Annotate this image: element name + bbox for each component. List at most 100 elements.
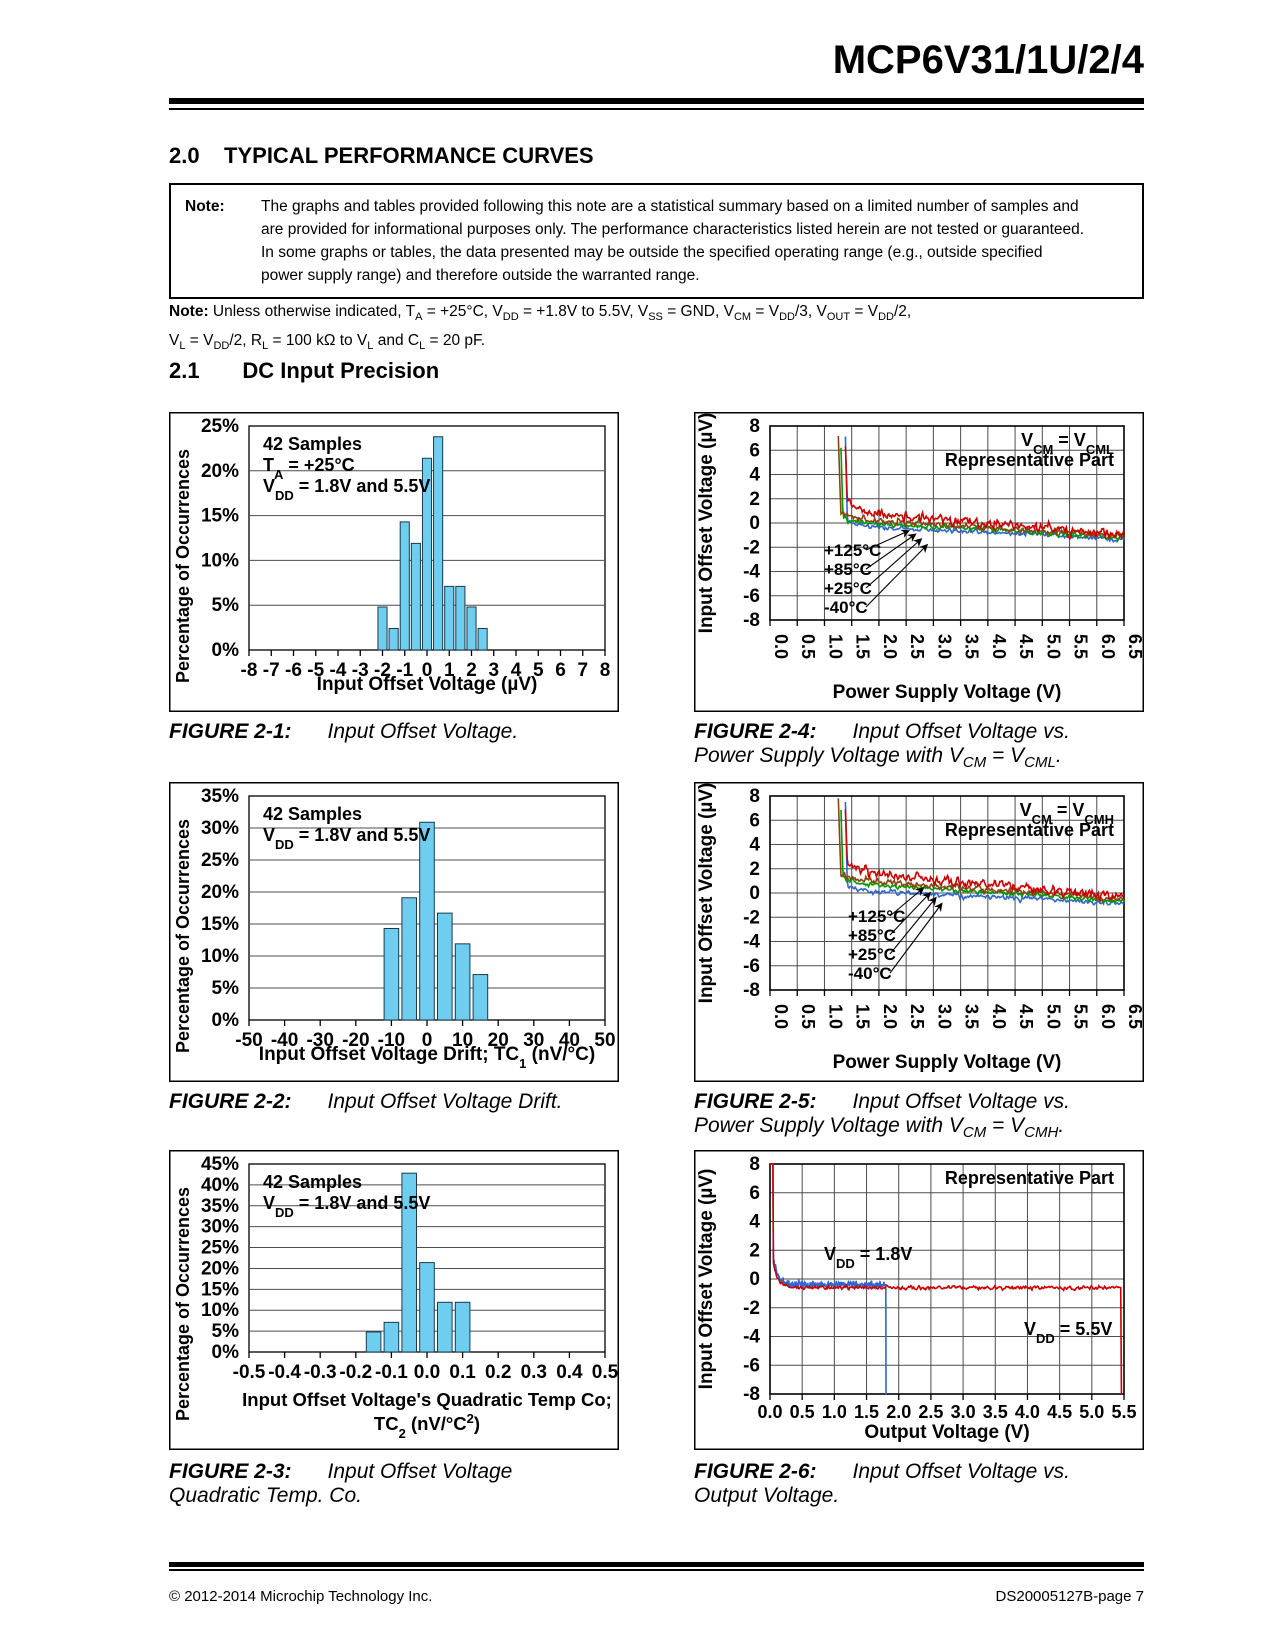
svg-text:4.0: 4.0 bbox=[989, 634, 1009, 659]
svg-text:-2: -2 bbox=[743, 907, 760, 928]
svg-text:0.5: 0.5 bbox=[790, 1402, 815, 1422]
svg-text:3.0: 3.0 bbox=[951, 1402, 976, 1422]
svg-text:30%: 30% bbox=[201, 1217, 239, 1238]
svg-text:8: 8 bbox=[749, 416, 760, 437]
svg-text:+85°C: +85°C bbox=[848, 926, 896, 945]
svg-text:2.0: 2.0 bbox=[886, 1402, 911, 1422]
svg-text:15%: 15% bbox=[201, 914, 239, 935]
svg-text:6: 6 bbox=[749, 440, 760, 461]
svg-text:4.0: 4.0 bbox=[989, 1004, 1009, 1029]
svg-text:4: 4 bbox=[749, 1212, 760, 1233]
svg-text:-40°C: -40°C bbox=[848, 964, 892, 983]
svg-text:6.5: 6.5 bbox=[1125, 1004, 1144, 1029]
svg-text:-0.5: -0.5 bbox=[233, 1362, 266, 1383]
svg-text:+125°C: +125°C bbox=[824, 541, 881, 560]
svg-text:0%: 0% bbox=[212, 1342, 240, 1363]
svg-text:Input Offset Voltage (µV): Input Offset Voltage (µV) bbox=[696, 783, 717, 1004]
svg-text:-2: -2 bbox=[743, 1298, 760, 1319]
svg-text:1.0: 1.0 bbox=[825, 1004, 845, 1029]
svg-text:2: 2 bbox=[749, 1240, 760, 1261]
svg-text:-4: -4 bbox=[743, 1327, 760, 1348]
svg-text:50: 50 bbox=[594, 1030, 615, 1051]
svg-text:+25°C: +25°C bbox=[824, 579, 872, 598]
svg-text:35%: 35% bbox=[201, 1196, 239, 1217]
svg-text:0.0: 0.0 bbox=[414, 1362, 440, 1383]
svg-text:1.0: 1.0 bbox=[822, 1402, 847, 1422]
svg-text:0: 0 bbox=[749, 1269, 760, 1290]
svg-text:2.5: 2.5 bbox=[918, 1402, 943, 1422]
svg-text:8: 8 bbox=[600, 660, 611, 681]
svg-text:0.0: 0.0 bbox=[771, 634, 791, 659]
svg-text:0: 0 bbox=[749, 513, 760, 534]
svg-text:2.5: 2.5 bbox=[907, 634, 927, 659]
svg-text:0: 0 bbox=[749, 883, 760, 904]
svg-text:8: 8 bbox=[749, 786, 760, 807]
svg-text:5%: 5% bbox=[212, 1321, 240, 1342]
svg-text:5.0: 5.0 bbox=[1079, 1402, 1104, 1422]
svg-text:0.5: 0.5 bbox=[798, 634, 818, 659]
svg-text:20%: 20% bbox=[201, 882, 239, 903]
svg-text:10%: 10% bbox=[201, 550, 239, 571]
svg-text:15%: 15% bbox=[201, 506, 239, 527]
svg-text:+85°C: +85°C bbox=[824, 560, 872, 579]
svg-text:-6: -6 bbox=[743, 1355, 760, 1376]
svg-text:42 Samples: 42 Samples bbox=[263, 434, 362, 454]
svg-text:-4: -4 bbox=[743, 562, 760, 583]
svg-text:-8: -8 bbox=[241, 660, 258, 681]
svg-text:7: 7 bbox=[577, 660, 588, 681]
svg-text:5%: 5% bbox=[212, 595, 240, 616]
svg-text:Percentage of Occurrences: Percentage of Occurrences bbox=[173, 449, 193, 683]
svg-text:-6: -6 bbox=[285, 660, 302, 681]
svg-text:1.5: 1.5 bbox=[853, 634, 873, 659]
svg-text:0.0: 0.0 bbox=[757, 1402, 782, 1422]
svg-text:10%: 10% bbox=[201, 1300, 239, 1321]
svg-text:-2: -2 bbox=[743, 537, 760, 558]
svg-text:1.5: 1.5 bbox=[853, 1004, 873, 1029]
svg-text:Representative Part: Representative Part bbox=[945, 450, 1114, 470]
svg-text:4.0: 4.0 bbox=[1015, 1402, 1040, 1422]
svg-text:5.5: 5.5 bbox=[1111, 1402, 1136, 1422]
svg-text:0.2: 0.2 bbox=[485, 1362, 511, 1383]
svg-text:-0.4: -0.4 bbox=[268, 1362, 301, 1383]
svg-text:2.0: 2.0 bbox=[880, 1004, 900, 1029]
svg-text:Input Offset Voltage (µV): Input Offset Voltage (µV) bbox=[696, 413, 717, 634]
svg-text:5.0: 5.0 bbox=[1043, 634, 1063, 659]
svg-text:0.4: 0.4 bbox=[556, 1362, 583, 1383]
svg-text:3.0: 3.0 bbox=[934, 634, 954, 659]
svg-text:Percentage of Occurrences: Percentage of Occurrences bbox=[173, 819, 193, 1053]
svg-text:1.5: 1.5 bbox=[854, 1402, 879, 1422]
svg-text:Input Offset Voltage (µV): Input Offset Voltage (µV) bbox=[317, 674, 538, 695]
svg-text:0.1: 0.1 bbox=[449, 1362, 476, 1383]
svg-text:0.5: 0.5 bbox=[592, 1362, 619, 1383]
svg-text:42 Samples: 42 Samples bbox=[263, 804, 362, 824]
svg-text:Input Offset Voltage's Quadrat: Input Offset Voltage's Quadratic Temp Co… bbox=[242, 1389, 612, 1410]
svg-text:0.0: 0.0 bbox=[771, 1004, 791, 1029]
svg-text:2.5: 2.5 bbox=[907, 1004, 927, 1029]
svg-text:0%: 0% bbox=[212, 640, 240, 661]
svg-text:6: 6 bbox=[555, 660, 566, 681]
svg-text:2: 2 bbox=[749, 859, 760, 880]
svg-text:6.0: 6.0 bbox=[1098, 1004, 1118, 1029]
svg-text:Input Offset Voltage (µV): Input Offset Voltage (µV) bbox=[696, 1169, 717, 1390]
svg-text:-4: -4 bbox=[743, 932, 760, 953]
svg-text:-8: -8 bbox=[743, 980, 760, 1001]
svg-text:+25°C: +25°C bbox=[848, 945, 896, 964]
svg-text:5%: 5% bbox=[212, 978, 240, 999]
svg-text:3.5: 3.5 bbox=[962, 1004, 982, 1029]
svg-text:Output Voltage (V): Output Voltage (V) bbox=[864, 1422, 1029, 1443]
svg-text:3.5: 3.5 bbox=[962, 634, 982, 659]
svg-text:4.5: 4.5 bbox=[1016, 634, 1036, 659]
svg-text:25%: 25% bbox=[201, 850, 239, 871]
svg-text:4.5: 4.5 bbox=[1016, 1004, 1036, 1029]
svg-text:-6: -6 bbox=[743, 956, 760, 977]
svg-text:Representative Part: Representative Part bbox=[945, 1168, 1114, 1188]
svg-text:6.0: 6.0 bbox=[1098, 634, 1118, 659]
svg-text:-7: -7 bbox=[263, 660, 280, 681]
svg-text:5.5: 5.5 bbox=[1071, 634, 1091, 659]
svg-text:42 Samples: 42 Samples bbox=[263, 1172, 362, 1192]
svg-text:20%: 20% bbox=[201, 1258, 239, 1279]
svg-text:-40°C: -40°C bbox=[824, 598, 868, 617]
svg-text:-0.2: -0.2 bbox=[339, 1362, 372, 1383]
svg-text:-0.1: -0.1 bbox=[375, 1362, 408, 1383]
svg-text:0.3: 0.3 bbox=[521, 1362, 547, 1383]
